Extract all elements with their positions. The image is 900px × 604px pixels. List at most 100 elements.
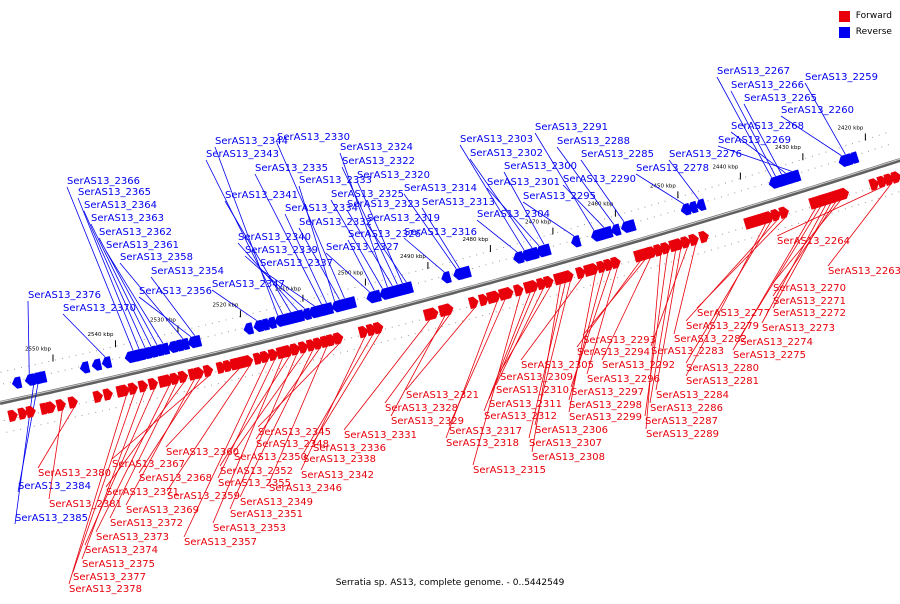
gene-label-SerAS13_2304: SerAS13_2304: [477, 209, 550, 220]
gene-leader: [233, 351, 306, 453]
gene-label-SerAS13_2283: SerAS13_2283: [651, 346, 724, 357]
legend: Forward Reverse: [838, 8, 892, 40]
gene-leader: [214, 146, 279, 316]
gene-leader: [483, 291, 531, 412]
gene-label-SerAS13_2309: SerAS13_2309: [500, 372, 573, 383]
gene-leader: [472, 294, 521, 466]
gene-label-SerAS13_2265: SerAS13_2265: [744, 93, 817, 104]
forward-gene-arrow: [280, 345, 292, 359]
gene-label-SerAS13_2317: SerAS13_2317: [449, 426, 522, 437]
gene-leader: [68, 394, 127, 585]
gene-label-SerAS13_2364: SerAS13_2364: [84, 200, 157, 211]
gene-leader: [205, 159, 283, 315]
legend-reverse: Reverse: [838, 24, 892, 40]
forward-gene-arrow: [92, 390, 103, 404]
forward-gene-arrow: [876, 175, 888, 189]
reverse-gene-arrow: [848, 151, 860, 164]
gene-label-SerAS13_2330: SerAS13_2330: [277, 132, 350, 143]
scale-tick-label: 2450 kbp: [650, 183, 676, 189]
reverse-gene-arrow: [346, 296, 358, 309]
reverse-gene-arrow: [595, 227, 607, 241]
genome-backbone-highlight: [0, 158, 900, 403]
gene-label-SerAS13_2259: SerAS13_2259: [805, 72, 878, 83]
gene-leader: [341, 166, 398, 285]
forward-gene-arrow: [147, 377, 159, 391]
gene-label-SerAS13_2315: SerAS13_2315: [473, 465, 546, 476]
gene-label-SerAS13_2366: SerAS13_2366: [67, 176, 140, 187]
gene-label-SerAS13_2303: SerAS13_2303: [460, 134, 533, 145]
scale-tick-label: 2470 kbp: [525, 220, 551, 226]
gene-leader: [356, 180, 403, 284]
forward-gene-arrow: [660, 242, 671, 255]
scale-tick-label: 2510 kbp: [275, 287, 301, 293]
gene-leader: [776, 185, 885, 237]
gene-label-SerAS13_2301: SerAS13_2301: [487, 177, 560, 188]
gene-label-SerAS13_2270: SerAS13_2270: [773, 283, 846, 294]
reverse-gene-arrow: [91, 358, 103, 371]
gene-leader: [325, 252, 370, 293]
gene-leader: [98, 237, 158, 345]
gene-label-SerAS13_2376: SerAS13_2376: [28, 290, 101, 301]
gene-leader: [150, 276, 196, 336]
gene-label-SerAS13_2372: SerAS13_2372: [110, 518, 183, 529]
gene-label-SerAS13_2345: SerAS13_2345: [258, 427, 331, 438]
gene-leader: [486, 187, 540, 247]
forward-gene-arrow: [512, 284, 524, 297]
forward-gene-arrow: [753, 214, 764, 227]
reverse-gene-arrow: [775, 174, 787, 187]
gene-label-SerAS13_2322: SerAS13_2322: [342, 156, 415, 167]
gene-label-SerAS13_2329: SerAS13_2329: [391, 416, 464, 427]
forward-gene-arrow: [215, 361, 227, 374]
reverse-gene-arrow: [513, 251, 524, 264]
forward-gene-arrow: [680, 236, 691, 249]
gene-leader: [685, 219, 779, 322]
forward-gene-arrow: [372, 321, 384, 335]
gene-leader: [772, 201, 837, 297]
gene-leader: [499, 286, 551, 373]
forward-gene-arrow: [574, 266, 586, 280]
gene-leader: [655, 248, 682, 391]
forward-gene-arrow: [535, 277, 547, 291]
gene-leader: [298, 227, 340, 300]
gene-label-SerAS13_2347: SerAS13_2347: [212, 279, 285, 290]
gene-label-SerAS13_2321: SerAS13_2321: [406, 390, 479, 401]
gene-leader: [649, 250, 677, 404]
gene-label-SerAS13_2351: SerAS13_2351: [230, 509, 303, 520]
gene-leader: [582, 258, 646, 336]
gene-label-SerAS13_2381: SerAS13_2381: [49, 499, 122, 510]
reverse-gene-arrow: [687, 200, 699, 214]
forward-gene-arrow: [259, 350, 271, 364]
gene-label-SerAS13_2355: SerAS13_2355: [218, 478, 291, 489]
genome-caption: Serratia sp. AS13, complete genome. - 0.…: [335, 578, 565, 588]
gene-label-SerAS13_2300: SerAS13_2300: [504, 161, 577, 172]
reverse-gene-arrow: [768, 176, 780, 189]
gene-leader: [48, 409, 63, 500]
forward-gene-arrow: [467, 296, 479, 310]
reverse-gene-arrow: [680, 202, 692, 216]
gene-leader: [339, 152, 388, 288]
gene-label-SerAS13_2371: SerAS13_2371: [106, 487, 179, 498]
gene-leader: [562, 184, 605, 228]
gene-label-SerAS13_2274: SerAS13_2274: [740, 337, 813, 348]
gene-leader: [586, 267, 618, 375]
legend-reverse-label: Reverse: [855, 27, 892, 37]
gene-label-SerAS13_2341: SerAS13_2341: [225, 190, 298, 201]
gene-label-SerAS13_2291: SerAS13_2291: [535, 122, 608, 133]
gene-label-SerAS13_2289: SerAS13_2289: [646, 429, 719, 440]
gene-label-SerAS13_2356: SerAS13_2356: [139, 286, 212, 297]
gene-label-SerAS13_2333: SerAS13_2333: [299, 175, 372, 186]
reverse-gene-arrow: [11, 376, 23, 389]
gene-label-SerAS13_2263: SerAS13_2263: [828, 266, 900, 277]
forward-gene-arrow: [187, 368, 199, 381]
gene-leader: [77, 197, 140, 350]
gene-leader: [212, 357, 284, 524]
gene-label-SerAS13_2385: SerAS13_2385: [15, 513, 88, 524]
gene-label-SerAS13_2374: SerAS13_2374: [85, 545, 158, 556]
gene-label-SerAS13_2335: SerAS13_2335: [255, 163, 328, 174]
gene-leader: [717, 145, 792, 172]
gene-leader: [772, 199, 842, 284]
forward-gene-arrow: [582, 264, 594, 278]
gene-label-SerAS13_2342: SerAS13_2342: [301, 470, 374, 481]
